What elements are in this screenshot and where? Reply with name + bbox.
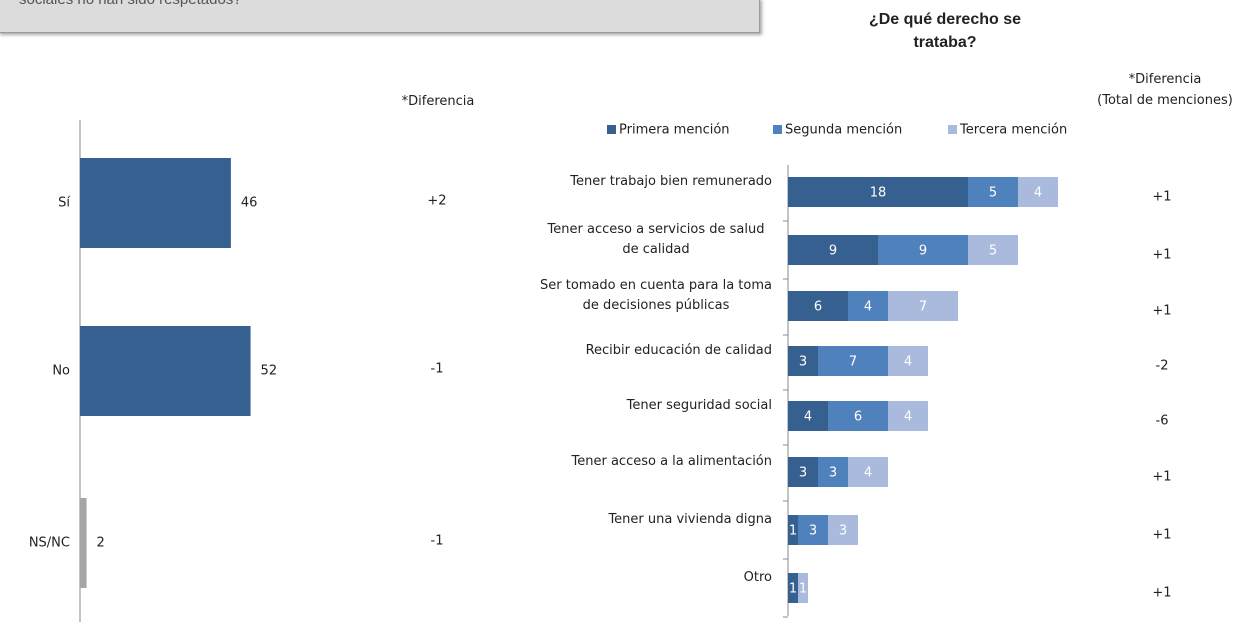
value-label: 1: [789, 582, 797, 597]
value-label: 3: [799, 466, 807, 481]
bar-segment: [968, 235, 1018, 265]
bar-segment: [888, 401, 928, 431]
difference: +1: [1152, 586, 1171, 601]
value-label: 7: [849, 355, 857, 370]
difference: -6: [1156, 414, 1169, 429]
question: sociales no han sido respetados?: [19, 0, 242, 8]
value-label: 2: [97, 536, 105, 551]
bar-segment: [968, 177, 1018, 207]
bar-segment: [798, 573, 808, 603]
category-label: No: [52, 364, 70, 379]
value-label: 3: [809, 524, 817, 539]
chart-title: ¿De qué derecho se trataba?: [868, 11, 1022, 51]
difference: -1: [431, 362, 444, 377]
value-label: 46: [241, 196, 258, 211]
difference: +2: [427, 194, 446, 209]
value-label: 4: [864, 466, 872, 481]
bar-segment: [788, 235, 878, 265]
value-label: 3: [829, 466, 837, 481]
value-label: 4: [904, 355, 912, 370]
diff-header: *Diferencia: [1128, 72, 1202, 87]
value-label: 4: [1034, 186, 1042, 201]
diff-subheader: (Total de menciones): [1097, 93, 1233, 108]
value-label: 1: [789, 524, 797, 539]
value-label: 5: [989, 244, 997, 259]
bar-segment: [848, 291, 888, 321]
value-label: 3: [839, 524, 847, 539]
bar-segment: [788, 291, 848, 321]
bar-segment: [788, 457, 818, 487]
bar-segment: [828, 515, 858, 545]
bar: [80, 498, 87, 588]
bar-segment: [788, 346, 818, 376]
legend-swatch: [948, 125, 957, 134]
value-label: 4: [804, 410, 812, 425]
category-label: Tener seguridad social: [626, 398, 772, 413]
difference: -2: [1156, 359, 1169, 374]
category-label: Sí: [58, 196, 70, 211]
bar-segment: [788, 573, 798, 603]
bar-segment: [848, 457, 888, 487]
bar-segment: [788, 177, 968, 207]
bar-segment: [788, 515, 798, 545]
bar: [80, 158, 231, 248]
difference: +1: [1152, 304, 1171, 319]
category-label: Tener trabajo bien remunerado: [570, 174, 772, 189]
bar-segment: [818, 457, 848, 487]
bar-segment: [1018, 177, 1058, 207]
difference: +1: [1152, 190, 1171, 205]
legend-label: Segunda mención: [785, 123, 902, 138]
value-label: 1: [799, 582, 807, 597]
difference: +1: [1152, 248, 1171, 263]
value-label: 6: [814, 300, 822, 315]
category-label: Tener una vivienda digna: [608, 512, 772, 527]
category-label: Recibir educación de calidad: [585, 343, 772, 358]
bar-segment: [828, 401, 888, 431]
value-label: 5: [989, 186, 997, 201]
category-label: Ser tomado en cuenta para la toma de dec…: [540, 278, 772, 313]
legend-swatch: [607, 125, 616, 134]
category-label: Otro: [743, 570, 772, 585]
bar-segment: [888, 346, 928, 376]
diff-header: *Diferencia: [401, 94, 475, 109]
value-label: 7: [919, 300, 927, 315]
value-label: 9: [919, 244, 927, 259]
difference: +1: [1152, 528, 1171, 543]
value-label: 4: [864, 300, 872, 315]
category-label: NS/NC: [29, 536, 70, 551]
bar-segment: [788, 401, 828, 431]
bar-segment: [888, 291, 958, 321]
difference: -1: [431, 534, 444, 549]
bar-segment: [818, 346, 888, 376]
value-label: 4: [904, 410, 912, 425]
legend-label: Primera mención: [619, 123, 730, 138]
question-box: sociales no han sido respetados?: [0, 0, 760, 33]
value-label: 52: [261, 364, 278, 379]
value-label: 3: [799, 355, 807, 370]
bar-segment: [798, 515, 828, 545]
difference: +1: [1152, 470, 1171, 485]
value-label: 9: [829, 244, 837, 259]
category-label: Tener acceso a la alimentación: [571, 454, 772, 469]
value-label: 6: [854, 410, 862, 425]
bar: [80, 326, 251, 416]
value-label: 18: [870, 186, 887, 201]
legend-swatch: [773, 125, 782, 134]
category-label: Tener acceso a servicios de salud de cal…: [547, 222, 765, 257]
bar-segment: [878, 235, 968, 265]
legend-label: Tercera mención: [959, 123, 1067, 138]
